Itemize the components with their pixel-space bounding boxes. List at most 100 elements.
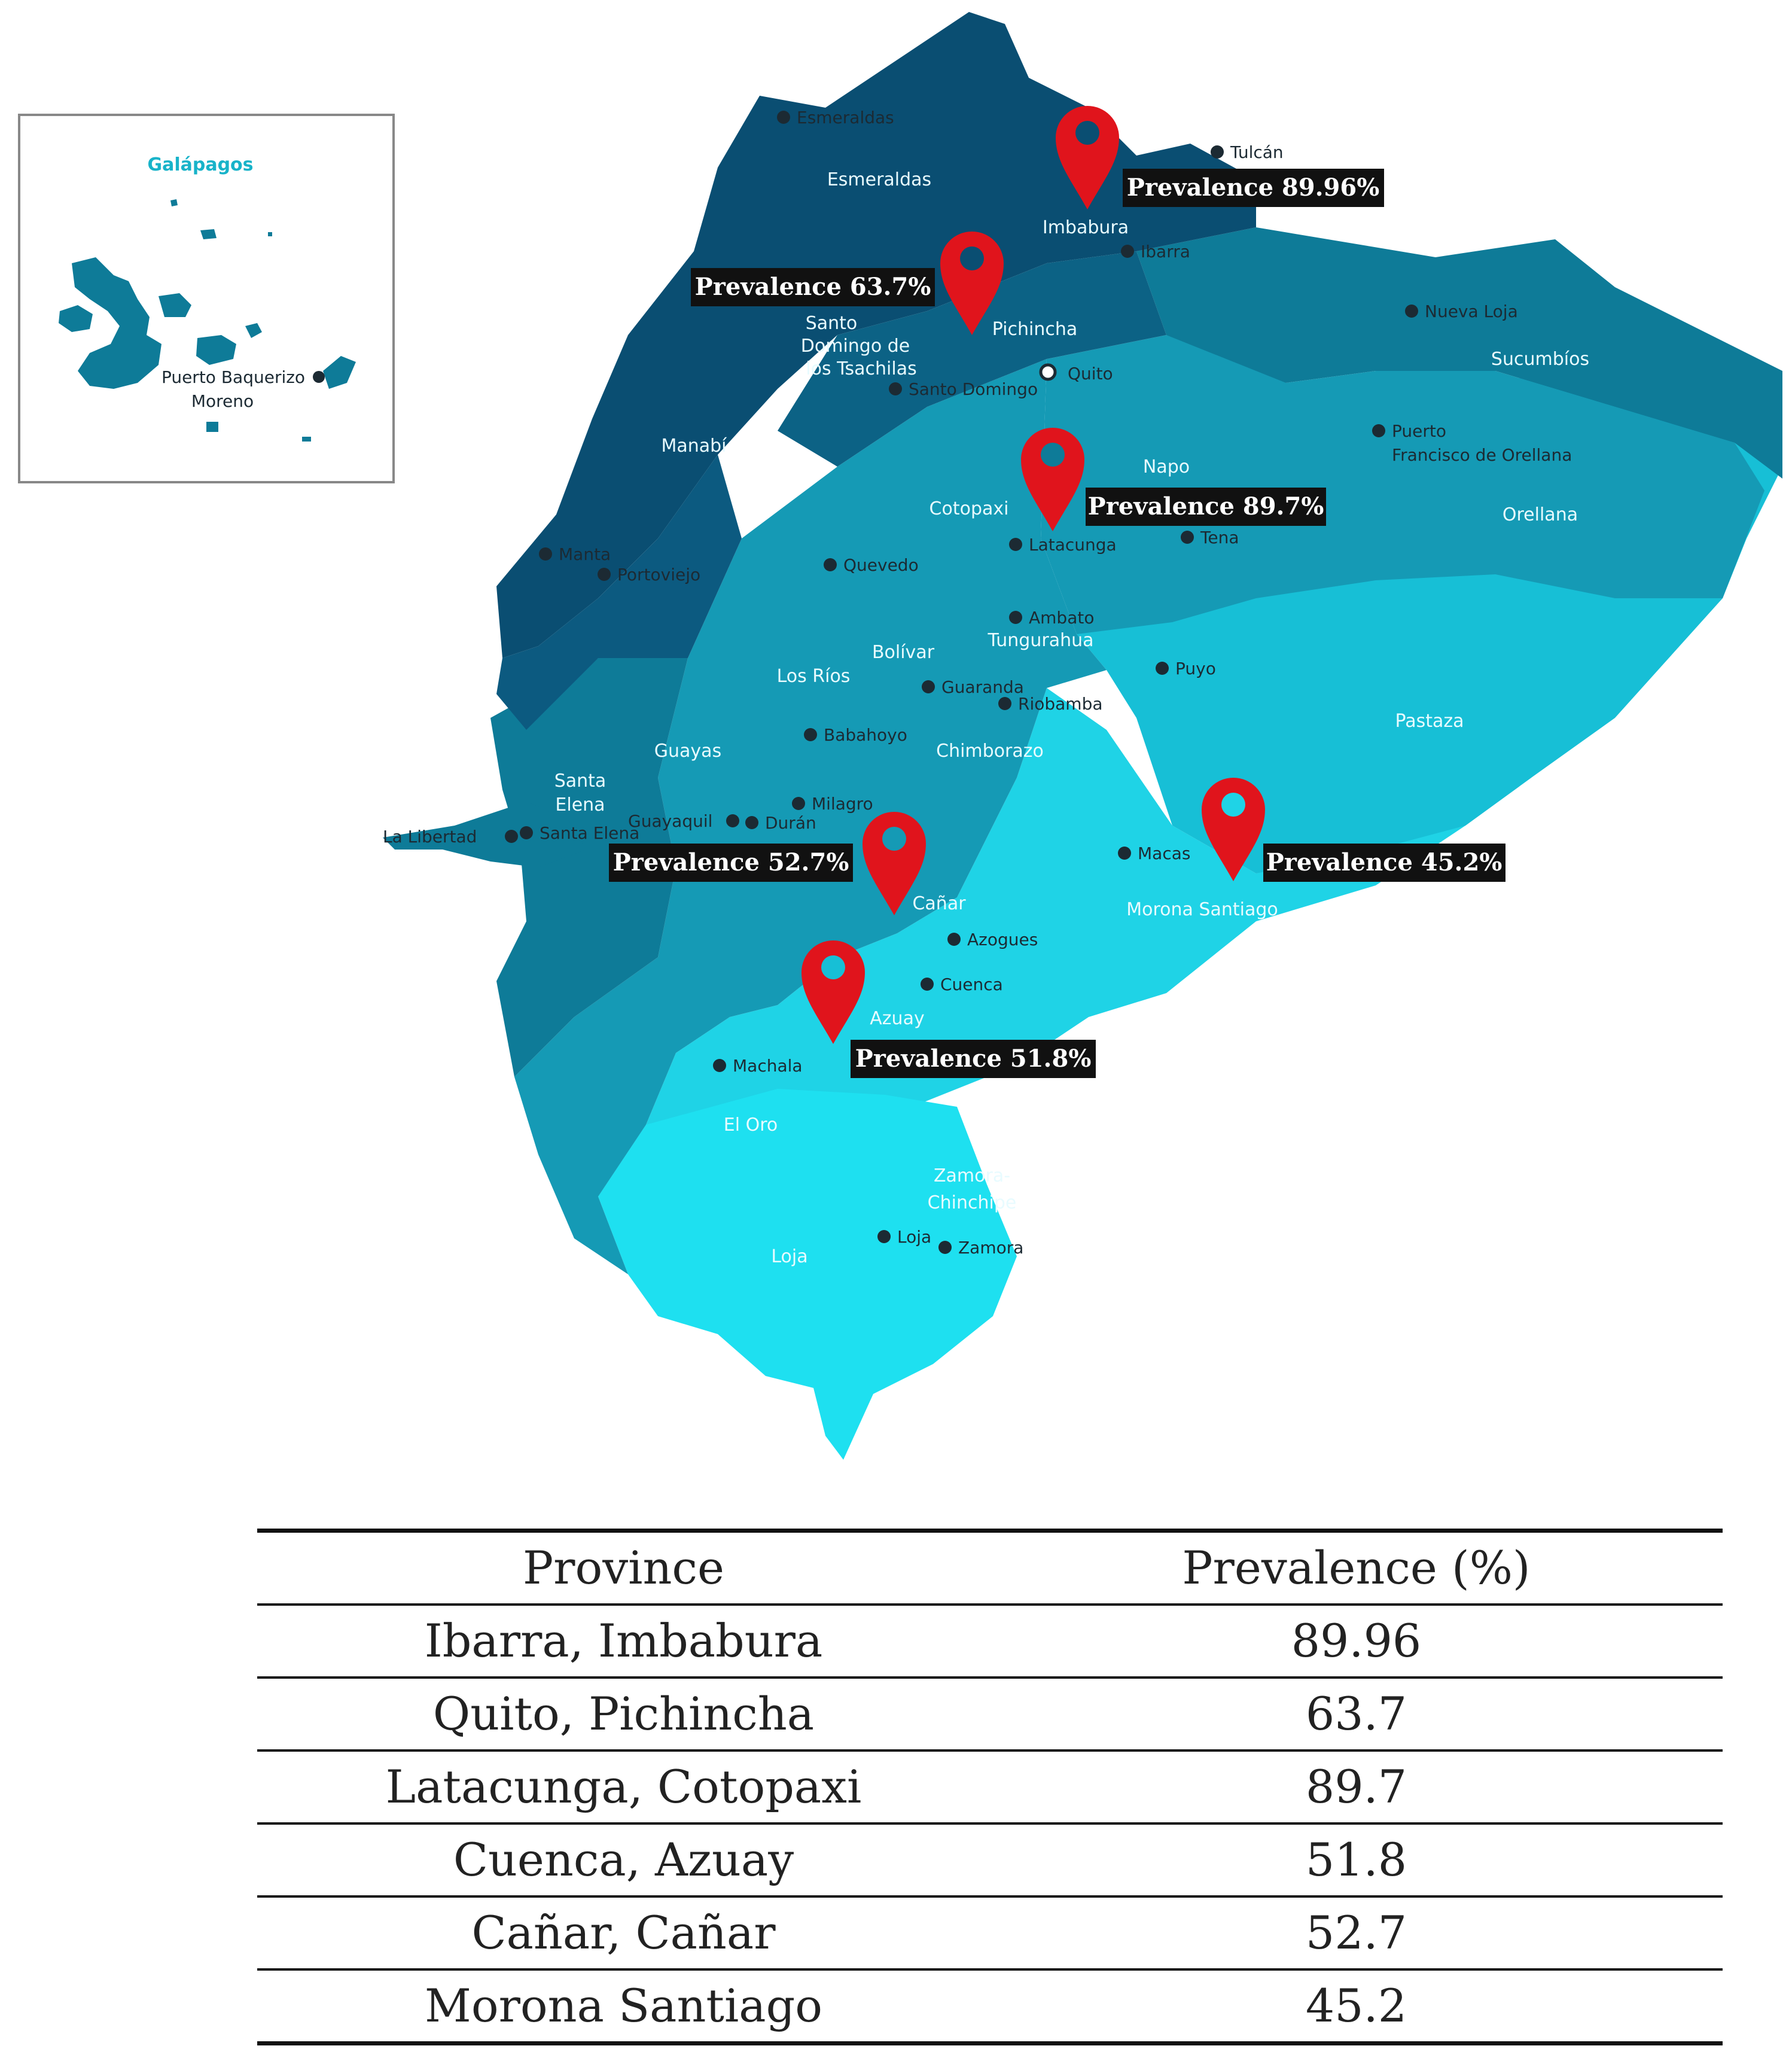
region-central xyxy=(514,359,1107,1274)
city-loja: Loja xyxy=(897,1227,931,1247)
header-prevalence: Prevalence (%) xyxy=(1182,1541,1531,1594)
city-manta: Manta xyxy=(559,544,611,564)
pin-morona-santiago: Prevalence 45.2% xyxy=(1202,778,1505,882)
city-azogues: Azogues xyxy=(967,930,1038,949)
region-santa-elena xyxy=(383,802,586,867)
city-esmeraldas: Esmeraldas xyxy=(797,108,894,127)
prevalence-callouts: Prevalence 89.96% Prevalence 63.7% Preva… xyxy=(609,106,1505,1078)
province-santa-elena-l2: Elena xyxy=(555,794,605,815)
city-tulcan: Tulcán xyxy=(1230,142,1284,162)
city-duran: Durán xyxy=(765,813,816,833)
city-puerto-orellana-l1: Puerto xyxy=(1392,421,1446,441)
cell-prevalence: 52.7 xyxy=(1305,1906,1407,1959)
callout-cotopaxi: Prevalence 89.7% xyxy=(1088,492,1324,520)
cell-prevalence: 89.7 xyxy=(1305,1760,1407,1813)
pin-pichincha: Prevalence 63.7% xyxy=(691,232,1004,335)
cell-prevalence: 45.2 xyxy=(1305,1979,1407,2032)
province-el-oro: El Oro xyxy=(724,1115,778,1135)
table-row: Ibarra, Imbabura 89.96 xyxy=(257,1605,1723,1678)
province-orellana: Orellana xyxy=(1503,504,1578,525)
province-chimborazo: Chimborazo xyxy=(936,741,1044,762)
city-puyo: Puyo xyxy=(1175,659,1216,678)
cell-province: Ibarra, Imbabura xyxy=(424,1614,823,1667)
province-imbabura: Imbabura xyxy=(1043,217,1129,238)
mainland xyxy=(383,12,1782,1460)
city-quito: Quito xyxy=(1068,364,1113,383)
province-labels: Esmeraldas Imbabura Pichincha Santo Domi… xyxy=(554,169,1589,1267)
province-sucumbios: Sucumbíos xyxy=(1491,349,1589,370)
region-pichincha xyxy=(778,251,1166,467)
city-cuenca: Cuenca xyxy=(940,975,1003,994)
cell-province: Quito, Pichincha xyxy=(432,1687,815,1740)
province-canar: Cañar xyxy=(912,893,966,914)
galapagos-inset: Galápagos Puerto Baquerizo Moreno xyxy=(18,114,395,483)
city-la-libertad: La Libertad xyxy=(383,827,477,847)
city-quevedo: Quevedo xyxy=(843,555,919,575)
city-ambato: Ambato xyxy=(1029,608,1094,628)
callout-morona-santiago: Prevalence 45.2% xyxy=(1266,848,1503,876)
table-header-row: Province Prevalence (%) xyxy=(257,1530,1723,1605)
inset-city-line1: Puerto Baquerizo xyxy=(161,367,305,387)
region-south xyxy=(598,688,1585,1197)
prevalence-table-container: Province Prevalence (%) Ibarra, Imbabura… xyxy=(257,1529,1723,2045)
inset-city-line2: Moreno xyxy=(191,391,254,411)
province-cotopaxi: Cotopaxi xyxy=(929,498,1009,519)
province-napo: Napo xyxy=(1143,456,1190,477)
cell-province: Cañar, Cañar xyxy=(471,1906,776,1959)
province-azuay: Azuay xyxy=(870,1008,924,1029)
cell-prevalence: 51.8 xyxy=(1305,1833,1407,1886)
ecuador-map: Galápagos Puerto Baquerizo Moreno xyxy=(18,12,1782,1460)
cell-province: Morona Santiago xyxy=(425,1979,822,2032)
province-guayas: Guayas xyxy=(654,741,721,762)
city-guaranda: Guaranda xyxy=(941,677,1024,697)
region-northwest xyxy=(496,12,1256,658)
province-loja: Loja xyxy=(771,1246,807,1267)
city-nueva-loja: Nueva Loja xyxy=(1425,302,1518,321)
callout-canar: Prevalence 52.7% xyxy=(613,848,849,876)
city-zamora: Zamora xyxy=(958,1238,1023,1258)
city-ibarra: Ibarra xyxy=(1141,242,1190,261)
pin-canar: Prevalence 52.7% xyxy=(609,812,926,915)
city-santo-domingo: Santo Domingo xyxy=(909,379,1038,399)
region-northeast xyxy=(1136,227,1782,479)
city-guayaquil: Guayaquil xyxy=(628,811,712,831)
cell-province: Latacunga, Cotopaxi xyxy=(385,1760,862,1813)
header-province: Province xyxy=(523,1541,724,1594)
cell-province: Cuenca, Azuay xyxy=(453,1833,794,1886)
province-manabi: Manabí xyxy=(661,436,727,456)
callout-azuay: Prevalence 51.8% xyxy=(855,1045,1092,1073)
pin-cotopaxi: Prevalence 89.7% xyxy=(1021,428,1326,531)
inset-title: Galápagos xyxy=(147,154,253,175)
pin-imbabura: Prevalence 89.96% xyxy=(1056,106,1384,209)
region-manabi xyxy=(496,455,742,730)
table-row: Quito, Pichincha 63.7 xyxy=(257,1678,1723,1750)
province-tungurahua: Tungurahua xyxy=(988,630,1094,651)
province-santo-domingo-l1: Santo xyxy=(806,313,858,334)
table-row: Morona Santiago 45.2 xyxy=(257,1969,1723,2044)
province-pastaza: Pastaza xyxy=(1395,711,1464,732)
city-portoviejo: Portoviejo xyxy=(617,565,700,584)
pin-azuay: Prevalence 51.8% xyxy=(801,940,1096,1078)
table-row: Cuenca, Azuay 51.8 xyxy=(257,1823,1723,1896)
city-tena: Tena xyxy=(1200,528,1239,547)
city-milagro: Milagro xyxy=(812,794,873,814)
city-santa-elena: Santa Elena xyxy=(540,823,639,843)
table-row: Cañar, Cañar 52.7 xyxy=(257,1896,1723,1969)
province-pichincha: Pichincha xyxy=(992,319,1078,340)
city-puerto-orellana-l2: Francisco de Orellana xyxy=(1392,445,1572,465)
province-santo-domingo-l3: los Tsachilas xyxy=(806,358,916,379)
city-machala: Machala xyxy=(733,1056,803,1076)
region-loja xyxy=(598,1089,1017,1460)
province-zamora-l2: Chinchipe xyxy=(928,1192,1017,1213)
province-esmeraldas: Esmeraldas xyxy=(827,169,931,190)
province-morona-santiago: Morona Santiago xyxy=(1126,899,1278,920)
callout-pichincha: Prevalence 63.7% xyxy=(695,273,931,301)
province-bolivar: Bolívar xyxy=(872,642,935,663)
city-riobamba: Riobamba xyxy=(1018,694,1103,714)
city-latacunga: Latacunga xyxy=(1029,535,1117,555)
cell-prevalence: 89.96 xyxy=(1291,1614,1422,1667)
city-macas: Macas xyxy=(1138,844,1190,863)
city-babahoyo: Babahoyo xyxy=(824,725,907,745)
province-zamora-l1: Zamora- xyxy=(934,1165,1010,1186)
city-markers: Esmeraldas Tulcán Ibarra Nueva Loja Quit… xyxy=(383,108,1572,1258)
